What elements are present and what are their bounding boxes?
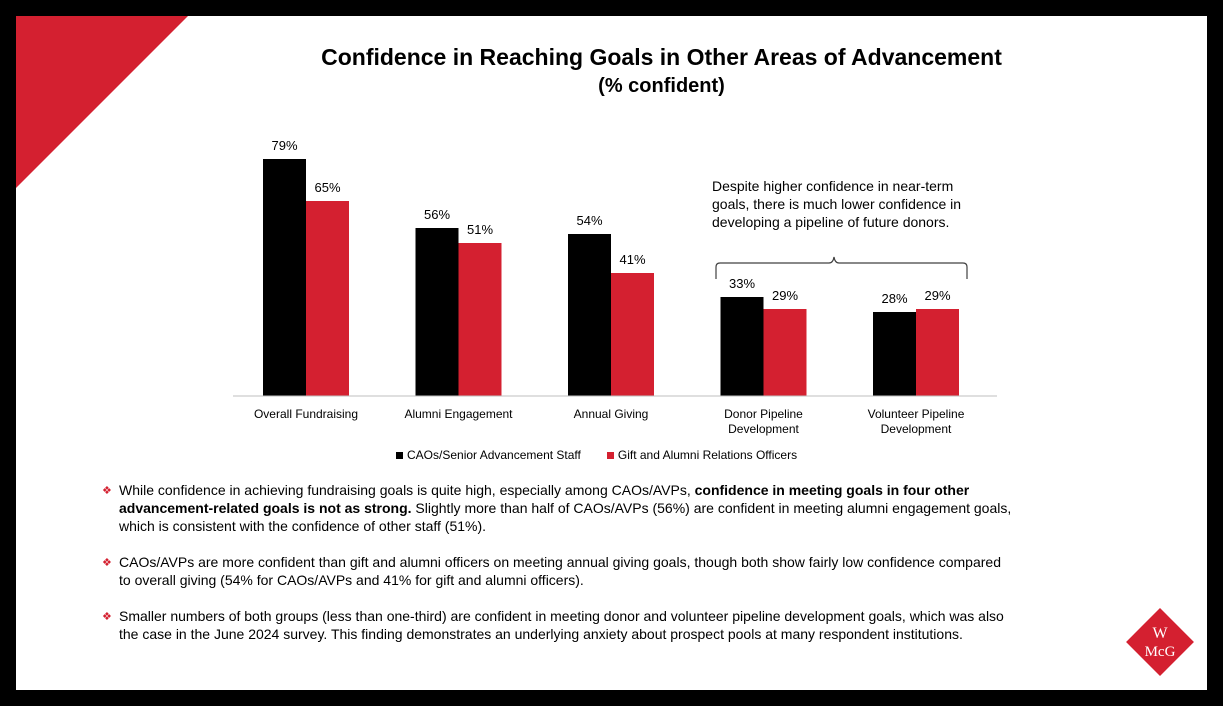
corner-triangle (16, 16, 188, 188)
diamond-bullet-icon: ❖ (102, 611, 112, 623)
data-label: 29% (924, 288, 950, 303)
bar-series1 (415, 228, 459, 396)
svg-text:McG: McG (1145, 644, 1176, 660)
legend-item-series2: Gift and Alumni Relations Officers (606, 448, 798, 462)
bar-series1 (568, 234, 611, 396)
data-label: 28% (881, 291, 907, 306)
annotation-brace (715, 256, 968, 279)
diamond-bullet-icon: ❖ (102, 557, 112, 569)
bar-series2 (458, 243, 502, 396)
chart-legend: CAOs/Senior Advancement Staff Gift and A… (396, 448, 797, 462)
data-label: 51% (467, 222, 493, 237)
bullet-list: ❖ While confidence in achieving fundrais… (102, 481, 1012, 661)
bar-series1 (720, 297, 764, 396)
category-label: Development (728, 422, 799, 436)
category-label: Volunteer Pipeline (868, 407, 965, 421)
data-label: 79% (271, 138, 297, 153)
bullet-item: ❖ Smaller numbers of both groups (less t… (102, 607, 1012, 643)
bullet-text: Smaller numbers of both groups (less tha… (119, 608, 1004, 642)
annotation-text: Despite higher confidence in near-term g… (712, 178, 962, 230)
category-label: Annual Giving (574, 407, 649, 421)
category-label: Development (881, 422, 952, 436)
bar-series1 (873, 312, 916, 396)
bar-chart: 79% 65% Overall Fundraising 56% 51% Alumni En… (233, 138, 997, 436)
bullet-text: Slightly more than half of CAOs/AVPs (56… (119, 500, 1012, 534)
legend-item-series1: CAOs/Senior Advancement Staff (396, 448, 581, 462)
legend-swatch-series2 (606, 451, 614, 459)
wmcg-logo: W McG (1126, 608, 1194, 676)
slide: Confidence in Reaching Goals in Other Ar… (16, 16, 1207, 690)
category-label: Donor Pipeline (724, 407, 803, 421)
bullet-bold-text: confidence in meeting goals in four othe… (119, 482, 970, 516)
chart-subtitle: (% confident) (598, 75, 725, 97)
data-label: 65% (314, 180, 340, 195)
data-label: 54% (576, 213, 602, 228)
chart-title: Confidence in Reaching Goals in Other Ar… (321, 44, 1002, 70)
legend-label-series1: CAOs/Senior Advancement Staff (407, 448, 581, 462)
diamond-bullet-icon: ❖ (102, 485, 112, 497)
category-label: Overall Fundraising (254, 407, 358, 421)
bullet-text: CAOs/AVPs are more confident than gift a… (119, 554, 1001, 588)
category-label: Alumni Engagement (404, 407, 513, 421)
bar-series1 (263, 159, 306, 396)
data-label: 29% (772, 288, 798, 303)
bullet-item: ❖ While confidence in achieving fundrais… (102, 481, 1012, 535)
bullet-text: While confidence in achieving fundraisin… (119, 482, 695, 498)
data-label: 56% (424, 207, 450, 222)
svg-text:W: W (1152, 625, 1168, 642)
bar-series2 (611, 273, 654, 396)
bar-series2 (916, 309, 959, 396)
legend-label-series2: Gift and Alumni Relations Officers (617, 448, 798, 462)
bullet-item: ❖ CAOs/AVPs are more confident than gift… (102, 553, 1012, 589)
data-label: 41% (619, 252, 645, 267)
data-label: 33% (729, 276, 755, 291)
bar-series2 (306, 201, 349, 396)
bar-series2 (763, 309, 807, 396)
legend-swatch-series1 (396, 451, 403, 459)
